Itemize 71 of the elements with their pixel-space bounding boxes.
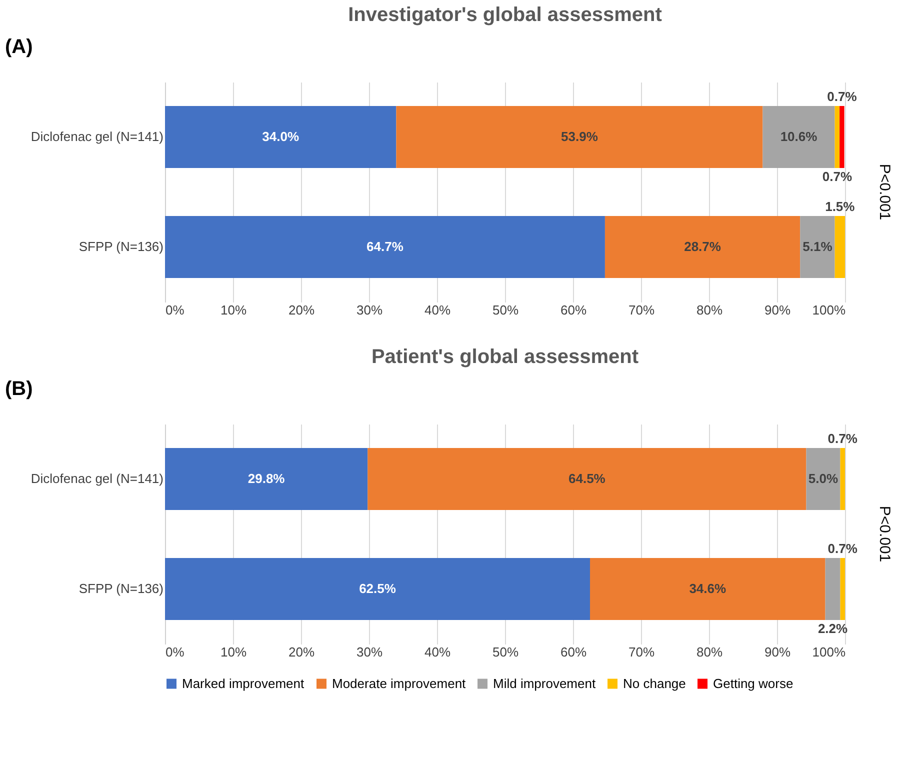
bar [590,558,826,620]
x-tick-label: 0% [166,302,185,318]
x-tick-label: 40% [424,644,451,660]
data-label: 28.7% [684,239,722,254]
x-tick-label: 30% [356,644,383,660]
text: P<0.001 [876,506,893,562]
data-label: 62.5% [359,581,396,596]
legend-label: No change [623,676,686,691]
x-tick-label: 10% [220,302,247,318]
x-tick-label: 70% [628,644,655,660]
x-tick-label: 90% [764,644,791,660]
bar [165,106,396,168]
bar [165,448,368,510]
bar [840,106,844,168]
text: (B) [5,378,33,400]
legend-label: Moderate improvement [332,676,466,691]
text: (A) [5,36,33,58]
data-label: 34.6% [689,581,727,596]
data-label: 10.6% [780,129,818,144]
data-label: 64.5% [568,471,606,486]
x-tick-label: 50% [492,302,519,318]
data-label: 53.9% [561,129,598,144]
data-label: 5.1% [802,239,833,254]
data-label: 1.5% [825,199,856,214]
bar [165,216,605,278]
x-tick-label: 10% [220,644,247,660]
data-label: 29.8% [248,471,286,486]
x-tick-label: 20% [288,302,315,318]
x-tick-label: 20% [288,644,315,660]
bar [165,558,590,620]
bar [762,106,835,168]
x-tick-label: 100% [812,302,846,318]
x-tick-label: 0% [166,644,185,660]
legend-label: Getting worse [713,676,794,691]
text: P<0.001 [876,164,893,220]
x-tick-label: 70% [628,302,655,318]
bar [834,216,845,278]
chart-title: Patient's global assessment [371,346,639,368]
legend-label: Marked improvement [182,676,304,691]
x-tick-label: 80% [696,644,723,660]
bar [396,106,763,168]
data-label: 0.7% [828,541,858,556]
bar [368,448,806,510]
y-tick-label: Diclofenac gel (N=141) [30,471,164,486]
bar [800,216,835,278]
y-tick-label: SFPP (N=136) [78,239,164,254]
legend-label: Mild improvement [493,676,596,691]
data-label: 2.2% [818,621,848,636]
x-tick-label: 60% [560,302,587,318]
x-tick-label: 50% [492,644,519,660]
data-label: 0.7% [822,169,852,184]
data-label: 5.0% [808,471,838,486]
data-label: 0.7% [828,431,858,446]
x-tick-label: 80% [696,302,723,318]
x-tick-label: 40% [424,302,451,318]
bar [825,558,840,620]
bar [840,448,845,510]
bar [604,216,800,278]
data-label: 34.0% [262,129,300,144]
bar [834,106,840,168]
y-tick-label: SFPP (N=136) [78,581,164,596]
x-tick-label: 100% [812,644,846,660]
chart-title: Investigator's global assessment [348,4,662,26]
data-label: 0.7% [827,89,858,104]
x-tick-label: 60% [560,644,587,660]
x-tick-label: 30% [356,302,383,318]
y-tick-label: Diclofenac gel (N=141) [30,129,164,144]
x-tick-label: 90% [764,302,791,318]
bar [840,558,845,620]
data-label: 64.7% [366,239,404,254]
bar [806,448,840,510]
